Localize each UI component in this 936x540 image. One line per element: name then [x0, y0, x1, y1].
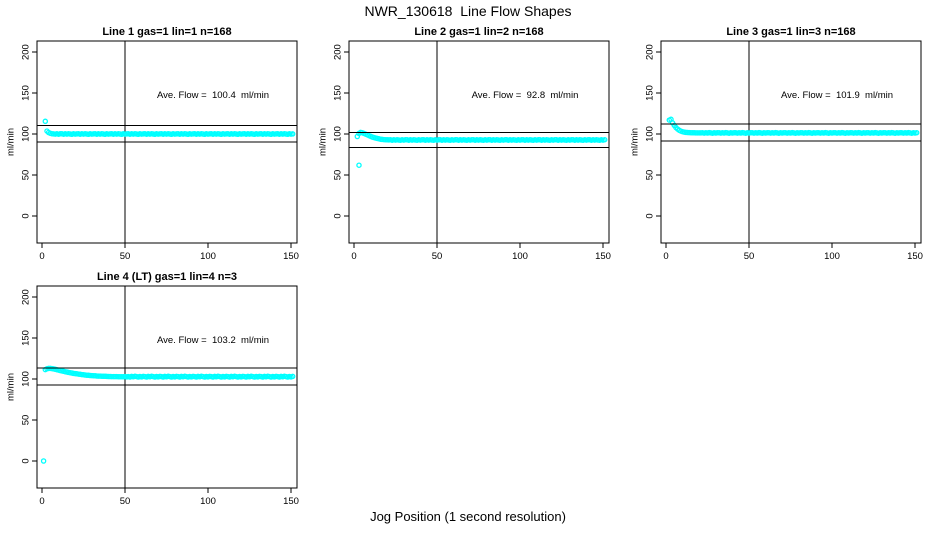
ave-flow-label: Ave. Flow = 92.8 ml/min — [472, 90, 579, 101]
x-tick-label: 150 — [283, 251, 299, 262]
y-tick-label: 0 — [21, 458, 32, 463]
y-axis-title: ml/min — [6, 128, 17, 156]
x-tick-label: 0 — [39, 496, 44, 507]
x-tick-label: 0 — [351, 251, 356, 262]
figure-title: NWR_130618 Line Flow Shapes — [364, 3, 572, 19]
panel-title: Line 3 gas=1 lin=3 n=168 — [726, 26, 855, 38]
y-axis-title: ml/min — [6, 373, 17, 401]
y-tick-label: 100 — [333, 126, 344, 142]
plot-box — [660, 40, 922, 244]
data-point — [289, 373, 296, 380]
data-point — [913, 129, 920, 136]
x-tick-label: 50 — [432, 251, 443, 262]
y-tick-label: 0 — [21, 213, 32, 218]
y-tick-label: 200 — [21, 289, 32, 305]
x-tick-label: 100 — [512, 251, 528, 262]
data-point — [289, 131, 296, 137]
y-tick-label: 150 — [21, 85, 32, 101]
panel-title: Line 4 (LT) gas=1 lin=4 n=3 — [97, 271, 237, 283]
y-tick-label: 0 — [645, 213, 656, 218]
y-tick-label: 200 — [333, 44, 344, 60]
y-tick-label: 50 — [21, 415, 32, 426]
outlier-point — [40, 458, 47, 464]
y-tick-label: 100 — [645, 126, 656, 142]
y-axis-title: ml/min — [318, 128, 329, 156]
y-tick-label: 200 — [21, 44, 32, 60]
y-tick-label: 0 — [333, 213, 344, 218]
plot-box — [36, 285, 298, 489]
figure-xlabel: Jog Position (1 second resolution) — [370, 509, 566, 524]
y-tick-label: 100 — [21, 126, 32, 142]
ave-flow-label: Ave. Flow = 103.2 ml/min — [157, 335, 269, 346]
outlier-point — [356, 162, 362, 168]
ave-flow-label: Ave. Flow = 100.4 ml/min — [157, 90, 269, 101]
x-tick-label: 100 — [200, 496, 216, 507]
x-tick-label: 150 — [283, 496, 299, 507]
data-point — [601, 136, 608, 143]
y-tick-label: 50 — [645, 170, 656, 181]
y-tick-label: 50 — [21, 170, 32, 181]
y-axis-title: ml/min — [630, 128, 641, 156]
x-tick-label: 150 — [907, 251, 923, 262]
plot-box — [348, 40, 610, 244]
line-4-chart: 0 50 100 150 0 50 100 150 200 ml/min Line 4 (LT) g… — [6, 271, 299, 507]
data-series — [354, 129, 608, 168]
x-tick-label: 100 — [824, 251, 840, 262]
x-tick-label: 100 — [200, 251, 216, 262]
x-tick-label: 150 — [595, 251, 611, 262]
panel-title: Line 2 gas=1 lin=2 n=168 — [414, 26, 543, 38]
data-series — [666, 116, 920, 136]
x-tick-label: 0 — [39, 251, 44, 262]
y-tick-label: 50 — [333, 170, 344, 181]
line-2-chart: 0 50 100 150 0 50 100 150 200 ml/min Line 2 gas=1 … — [318, 26, 611, 262]
y-tick-label: 150 — [21, 330, 32, 346]
y-tick-label: 100 — [21, 371, 32, 387]
y-tick-label: 150 — [333, 85, 344, 101]
panel-title: Line 1 gas=1 lin=1 n=168 — [102, 26, 231, 38]
plot-box — [36, 40, 298, 244]
x-tick-label: 50 — [744, 251, 755, 262]
x-tick-label: 50 — [120, 251, 131, 262]
y-tick-label: 150 — [645, 85, 656, 101]
data-series — [42, 118, 296, 138]
line-3-chart: 0 50 100 150 0 50 100 150 200 ml/min Line 3 gas=1 … — [630, 26, 923, 262]
x-tick-label: 0 — [663, 251, 668, 262]
x-tick-label: 50 — [120, 496, 131, 507]
line-1-chart: 0 50 100 150 0 50 100 150 200 ml/min Line 1 gas=1 … — [6, 26, 299, 262]
y-tick-label: 200 — [645, 44, 656, 60]
ave-flow-label: Ave. Flow = 101.9 ml/min — [781, 90, 893, 101]
data-point — [42, 118, 49, 125]
data-series — [40, 365, 296, 464]
